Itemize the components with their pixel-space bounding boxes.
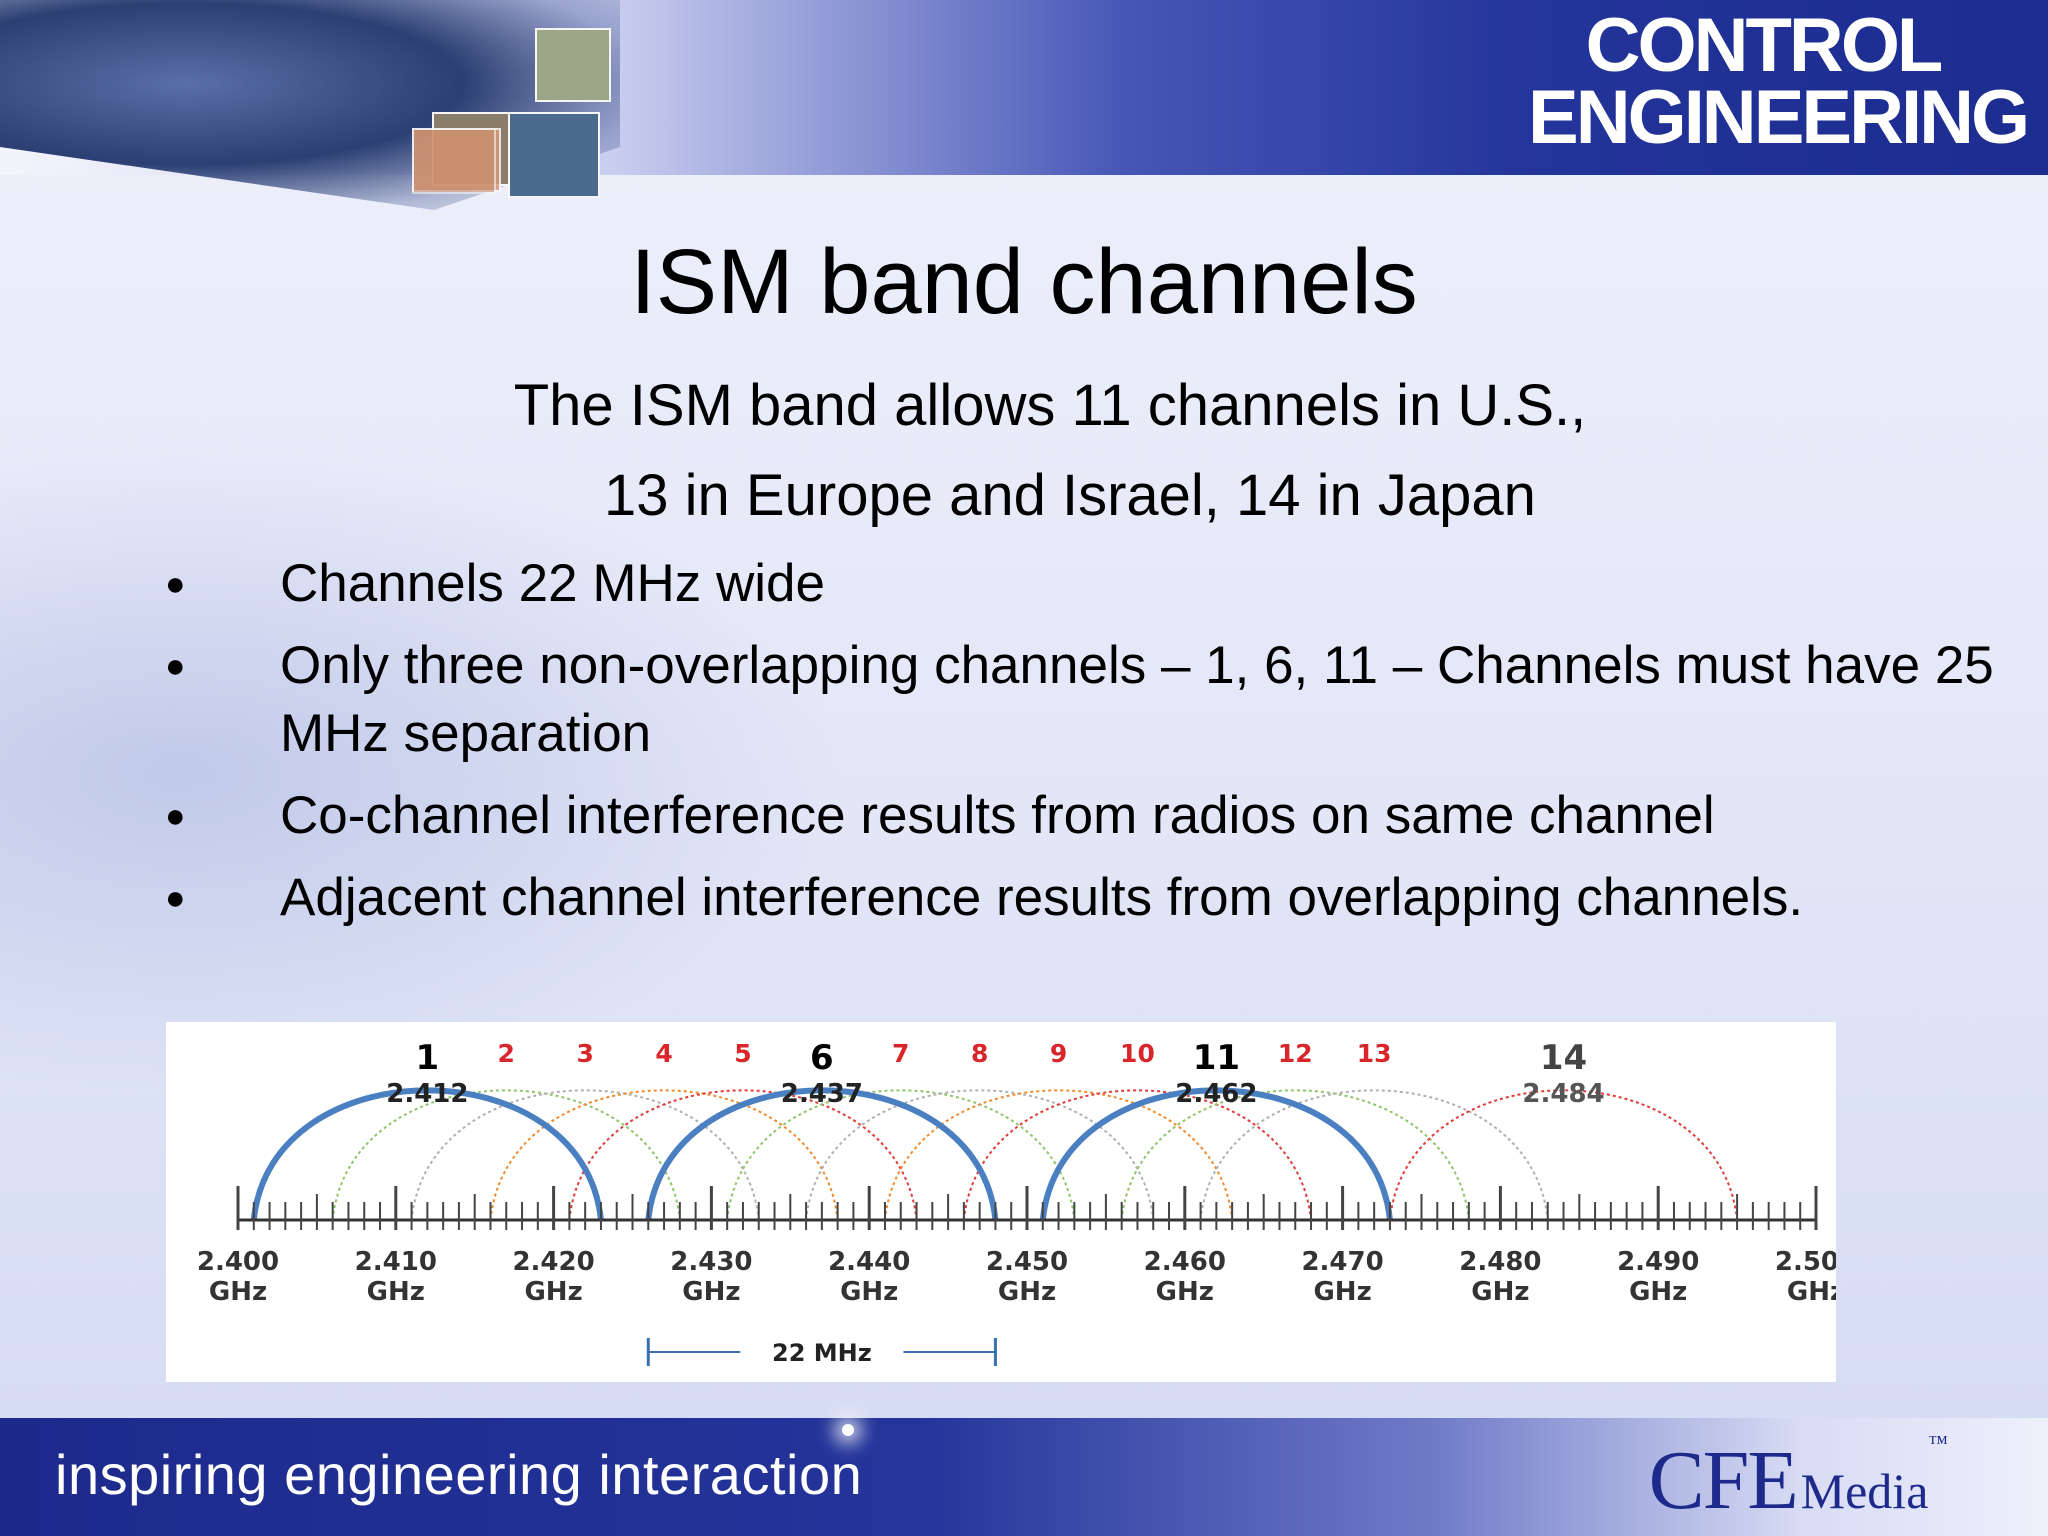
width-annotation-label: 22 MHz	[772, 1339, 872, 1367]
channel-center-frequency-1: 2.412	[386, 1079, 468, 1109]
axis-unit-label: GHz	[1471, 1277, 1529, 1307]
bullet-dot: ●	[165, 797, 186, 835]
axis-unit-label: GHz	[1787, 1277, 1836, 1307]
channel-arc-10	[962, 1089, 1313, 1221]
channel-number-7: 7	[892, 1039, 909, 1068]
channel-arc-8	[805, 1089, 1155, 1221]
channel-arc-2	[331, 1089, 681, 1221]
cfe-media-logo: CFE Media ™	[1649, 1432, 1948, 1529]
footer-tagline: inspiring engineering interaction	[55, 1443, 863, 1506]
channel-number-5: 5	[734, 1039, 751, 1068]
channel-number-4: 4	[655, 1039, 672, 1068]
axis-unit-label: GHz	[682, 1277, 740, 1307]
axis-unit-label: GHz	[1629, 1277, 1687, 1307]
media-logo-text: Media	[1800, 1463, 1929, 1519]
channel-center-frequency-14: 2.484	[1522, 1079, 1604, 1109]
channel-arc-14	[1388, 1089, 1739, 1221]
axis-tick-label: 2.420	[512, 1247, 594, 1277]
channel-arc-6	[645, 1087, 999, 1221]
channel-number-3: 3	[576, 1039, 593, 1068]
channel-number-13: 13	[1357, 1039, 1392, 1068]
axis-unit-label: GHz	[524, 1277, 582, 1307]
axis-unit-label: GHz	[367, 1277, 425, 1307]
sparkle-graphic	[842, 1424, 854, 1436]
channel-number-6: 6	[810, 1038, 834, 1078]
channel-arc-3	[410, 1089, 760, 1221]
background-glow	[0, 420, 900, 1120]
header-photo-tile	[535, 28, 611, 102]
channel-arc-11	[1039, 1087, 1393, 1221]
axis-tick-label: 2.500	[1775, 1247, 1836, 1277]
axis-unit-label: GHz	[1156, 1277, 1214, 1307]
channel-number-12: 12	[1278, 1039, 1313, 1068]
channel-chart-svg: 2.400GHz2.410GHz2.420GHz2.430GHz2.440GHz…	[197, 1038, 1836, 1367]
logo-line-1: CONTROL	[1585, 3, 1944, 88]
control-engineering-logo: CONTROL ENGINEERING	[1528, 3, 2030, 155]
bullet-dot: ●	[165, 647, 186, 685]
axis-tick-label: 2.470	[1301, 1247, 1383, 1277]
channel-number-10: 10	[1120, 1039, 1155, 1068]
slide-title: ISM band channels	[630, 231, 1418, 333]
bullet-item: ● Channels 22 MHz wide	[160, 550, 2000, 618]
cfe-logo-text: CFE	[1648, 1434, 1799, 1527]
axis-unit-label: GHz	[1313, 1277, 1371, 1307]
axis-tick-label: 2.430	[670, 1247, 752, 1277]
subtitle-line-1: The ISM band allows 11 channels in U.S.,	[513, 373, 1587, 438]
axis-tick-label: 2.440	[828, 1247, 910, 1277]
axis-tick-label: 2.490	[1617, 1247, 1699, 1277]
channel-center-frequency-11: 2.462	[1175, 1079, 1257, 1109]
bullet-text: Co-channel interference results from rad…	[280, 786, 1715, 845]
axis-unit-label: GHz	[840, 1277, 898, 1307]
channel-number-14: 14	[1540, 1038, 1587, 1078]
axis-unit-label: GHz	[998, 1277, 1056, 1307]
bullet-list: ● Channels 22 MHz wide ● Only three non-ov…	[160, 550, 2000, 946]
bullet-item: ● Adjacent channel interference results f…	[160, 864, 2000, 932]
channel-chart: 2.400 GHz 2.410 GHz 2.420 GHz 2.430 GHz 2.440 GHz…	[166, 1022, 1836, 1382]
channel-number-11: 11	[1193, 1038, 1240, 1078]
axis-tick-label: 2.480	[1459, 1247, 1541, 1277]
channel-arc-9	[883, 1089, 1234, 1221]
axis-tick-label: 2.400	[197, 1247, 279, 1277]
channel-center-frequency-6: 2.437	[781, 1079, 863, 1109]
bullet-item: ● Only three non-overlapping channels – 1…	[160, 632, 2000, 768]
bullet-text: Adjacent channel interference results fr…	[280, 868, 1804, 927]
footer-band	[0, 1418, 2048, 1536]
channel-arc-5	[568, 1089, 918, 1221]
bullet-dot: ●	[165, 565, 186, 603]
axis-unit-label: GHz	[209, 1277, 267, 1307]
subtitle-line-2: 13 in Europe and Israel, 14 in Japan	[604, 463, 1536, 528]
channel-number-1: 1	[416, 1038, 440, 1078]
bullet-text: Only three non-overlapping channels – 1,…	[280, 636, 1994, 763]
channel-arc-12	[1120, 1089, 1470, 1221]
channel-arc-13	[1199, 1089, 1549, 1221]
header-photo-tile	[508, 112, 600, 198]
channel-number-8: 8	[971, 1039, 988, 1068]
channel-arc-7	[726, 1089, 1076, 1221]
channel-number-9: 9	[1050, 1039, 1067, 1068]
axis-tick-label: 2.410	[355, 1247, 437, 1277]
bullet-text: Channels 22 MHz wide	[280, 554, 825, 613]
axis-tick-label: 2.460	[1144, 1247, 1226, 1277]
bullet-item: ● Co-channel interference results from ra…	[160, 782, 2000, 850]
logo-line-2: ENGINEERING	[1528, 75, 2030, 161]
header-photo-tile	[412, 128, 496, 194]
bullet-dot: ●	[165, 879, 186, 917]
channel-arc-1	[250, 1087, 604, 1221]
axis-tick-label: 2.450	[986, 1247, 1068, 1277]
trademark-mark: ™	[1928, 1432, 1948, 1454]
channel-arc-4	[489, 1089, 839, 1221]
channel-number-2: 2	[498, 1039, 515, 1068]
